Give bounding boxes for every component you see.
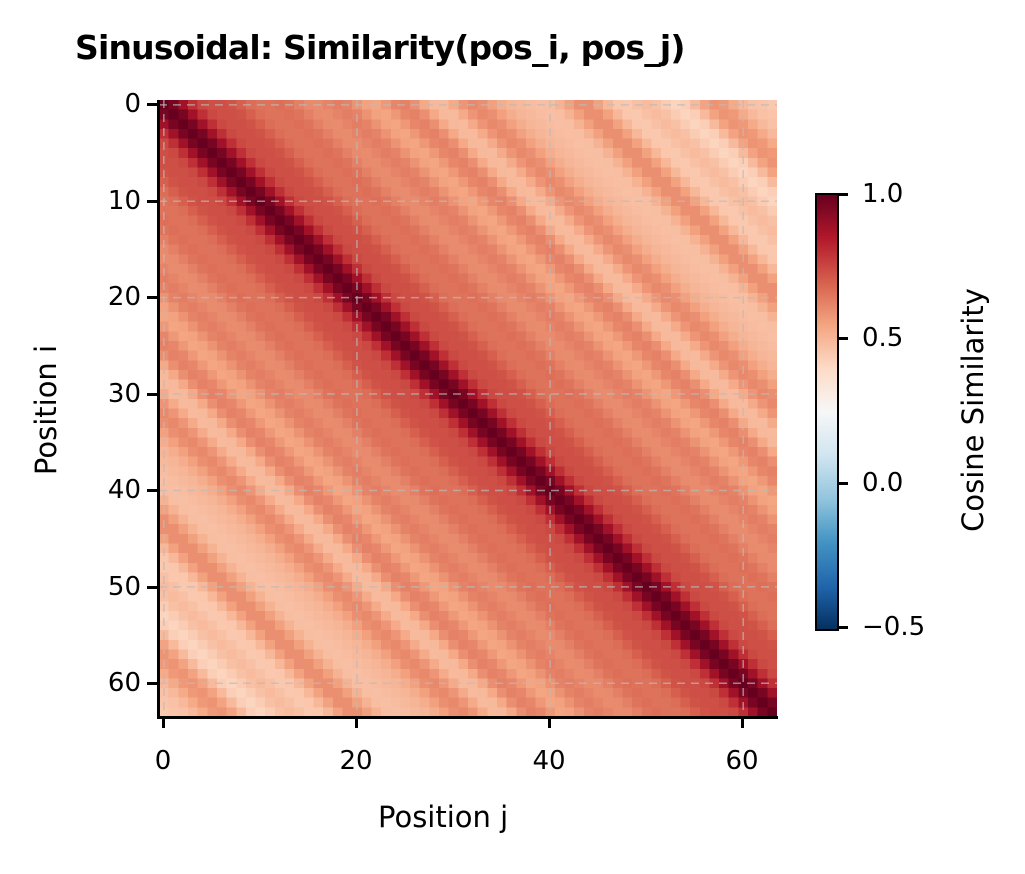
- colorbar-label: Cosine Similarity: [956, 288, 990, 532]
- y-tick: [147, 586, 157, 589]
- colorbar-tick: [838, 193, 848, 196]
- x-axis-label: Position j: [378, 800, 509, 834]
- y-tick-label: 50: [107, 572, 141, 602]
- colorbar-tick: [838, 482, 848, 485]
- chart-title: Sinusoidal: Similarity(pos_i, pos_j): [75, 28, 686, 67]
- x-tick: [355, 718, 358, 728]
- colorbar-tick: [838, 337, 848, 340]
- y-tick-label: 30: [107, 379, 141, 409]
- colorbar: [815, 193, 839, 631]
- y-tick-label: 0: [124, 89, 141, 119]
- x-tick-label: 0: [154, 746, 172, 776]
- colorbar-tick-label: 0.5: [862, 323, 904, 353]
- colorbar-tick-label: 1.0: [862, 179, 904, 209]
- x-tick: [548, 718, 551, 728]
- y-tick-label: 10: [107, 186, 141, 216]
- colorbar-tick-label: −0.5: [862, 612, 926, 642]
- y-axis-label: Position i: [29, 344, 63, 476]
- similarity-heatmap: [159, 100, 777, 717]
- y-tick-label: 20: [107, 282, 141, 312]
- x-tick: [162, 718, 165, 728]
- y-tick-label: 40: [107, 475, 141, 505]
- colorbar-tick-label: 0.0: [862, 468, 904, 498]
- y-tick: [147, 200, 157, 203]
- y-axis-spine: [157, 100, 160, 719]
- y-tick: [147, 393, 157, 396]
- y-tick-label: 60: [107, 668, 141, 698]
- y-tick: [147, 682, 157, 685]
- x-axis-spine: [157, 716, 778, 719]
- x-tick-label: 40: [532, 746, 566, 776]
- y-tick: [147, 296, 157, 299]
- x-tick-label: 60: [725, 746, 759, 776]
- heatmap-axes: [159, 100, 777, 717]
- x-tick: [741, 718, 744, 728]
- x-tick-label: 20: [339, 746, 373, 776]
- colorbar-tick: [838, 626, 848, 629]
- y-tick: [147, 489, 157, 492]
- y-tick: [147, 103, 157, 106]
